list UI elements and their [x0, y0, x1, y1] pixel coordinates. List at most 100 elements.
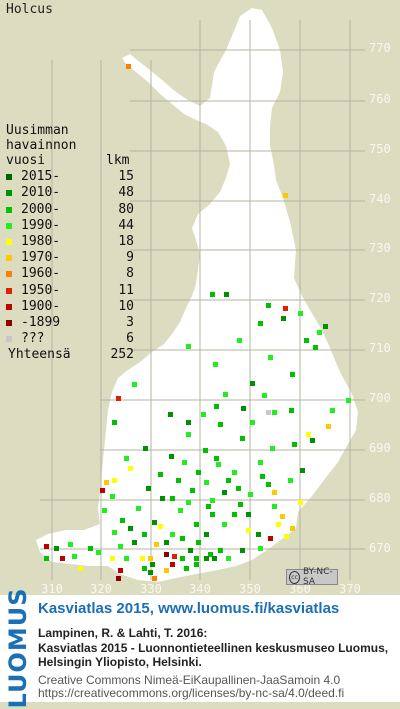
observation-square — [326, 424, 331, 429]
observation-square — [150, 562, 155, 567]
legend-swatch — [6, 303, 12, 310]
legend-row-label: 2015- — [21, 169, 61, 185]
legend-row: 1960- 8 — [6, 266, 134, 282]
observation-square — [270, 446, 275, 451]
legend-row-label: -1899 — [21, 314, 61, 330]
legend-swatch — [6, 190, 12, 197]
observation-square — [250, 381, 255, 386]
observation-square — [290, 372, 295, 377]
legend-row-label: 1970- — [21, 250, 61, 266]
observation-square — [118, 544, 123, 549]
grid-label-east: 340 — [189, 582, 211, 596]
observation-square — [300, 468, 305, 473]
observation-square — [44, 556, 49, 561]
observation-square — [60, 556, 65, 561]
observation-square — [310, 438, 315, 443]
observation-square — [96, 550, 101, 555]
observation-square — [102, 508, 107, 513]
observation-square — [170, 562, 175, 567]
legend-swatch — [6, 206, 12, 213]
grid-label-north: 670 — [369, 541, 391, 555]
legend-swatch — [6, 287, 12, 294]
observation-square — [272, 410, 277, 415]
observation-square — [222, 522, 227, 527]
observation-square — [238, 502, 243, 507]
grid-label-east: 350 — [239, 582, 261, 596]
observation-square — [204, 480, 209, 485]
legend-row-label: 1960- — [21, 266, 61, 282]
observation-square — [306, 432, 311, 437]
observation-square — [210, 498, 215, 503]
observation-square — [290, 526, 295, 531]
observation-square — [110, 494, 115, 499]
observation-square — [164, 568, 169, 573]
grid-label-east: 370 — [339, 582, 361, 596]
observation-square — [110, 556, 115, 561]
observation-square — [260, 474, 265, 479]
citation-line-2: Kasviatlas 2015 - Luonnontieteellinen ke… — [38, 641, 389, 655]
observation-square — [184, 566, 189, 571]
observation-square — [142, 566, 147, 571]
observation-square — [258, 321, 263, 326]
observation-square — [186, 344, 191, 349]
legend-row-label: 1900- — [21, 298, 61, 314]
observation-square — [112, 530, 117, 535]
grid-label-north: 700 — [369, 391, 391, 405]
observation-square — [112, 420, 117, 425]
legend-total-label: Yhteensä — [8, 347, 71, 363]
observation-square — [268, 355, 273, 360]
license-url-link[interactable]: https://creativecommons.org/licenses/by-… — [38, 686, 345, 700]
legend-row: 1900- 10 — [6, 298, 134, 315]
observation-square — [240, 436, 245, 441]
observation-square — [241, 406, 246, 411]
observation-square — [160, 496, 165, 501]
observation-square — [216, 462, 221, 467]
legend-row-label: 2010- — [21, 185, 61, 201]
observation-square — [142, 532, 147, 537]
observation-square — [170, 496, 175, 501]
observation-square — [281, 316, 286, 321]
observation-square — [72, 554, 77, 559]
license-badge[interactable]: cc BY-NC-SA — [286, 567, 338, 587]
grid-label-north: 720 — [369, 291, 391, 305]
license-badge-text: BY-NC-SA — [302, 567, 333, 587]
legend-header: Uusimman havainnon — [6, 123, 76, 153]
grid-label-east: 310 — [41, 582, 63, 596]
observation-square — [266, 482, 271, 487]
observation-square — [186, 432, 191, 437]
observation-square — [180, 556, 185, 561]
observation-square — [210, 512, 215, 517]
observation-square — [280, 514, 285, 519]
atlas-title-link[interactable]: Kasviatlas 2015, www.luomus.fi/kasviatla… — [38, 600, 340, 617]
observation-square — [104, 480, 109, 485]
legend-row: 1980- 18 — [6, 234, 134, 250]
observation-square — [190, 488, 195, 493]
observation-square — [212, 556, 217, 561]
observation-square — [140, 556, 145, 561]
legend-row: 2015- 15 — [6, 169, 134, 185]
grid-label-north: 690 — [369, 441, 391, 455]
observation-square — [124, 556, 129, 561]
observation-square — [146, 486, 151, 491]
finland-landmass — [36, 8, 358, 582]
observation-square — [170, 532, 175, 537]
legend-row: 2000- 80 — [6, 202, 134, 218]
legend-swatch — [6, 271, 12, 278]
legend-swatch — [6, 336, 12, 343]
grid-label-north: 770 — [369, 41, 391, 55]
citation-line-3: Helsingin Yliopisto, Helsinki. — [38, 655, 202, 669]
legend-row-count: 3 — [126, 314, 134, 330]
observation-square — [283, 306, 288, 311]
observation-square — [213, 362, 218, 367]
legend-row: -1899 3 — [6, 314, 134, 331]
observation-square — [196, 540, 201, 545]
legend: Uusimman havainnon vuosi lkm 2015- 15 2010… — [6, 123, 134, 363]
legend-swatch — [6, 174, 12, 181]
observation-square — [248, 492, 253, 497]
observation-square — [250, 420, 255, 425]
observation-square — [298, 500, 303, 505]
observation-square — [224, 292, 229, 297]
legend-row-count: 48 — [118, 185, 134, 201]
observation-square — [292, 442, 297, 447]
observation-square — [176, 478, 181, 483]
